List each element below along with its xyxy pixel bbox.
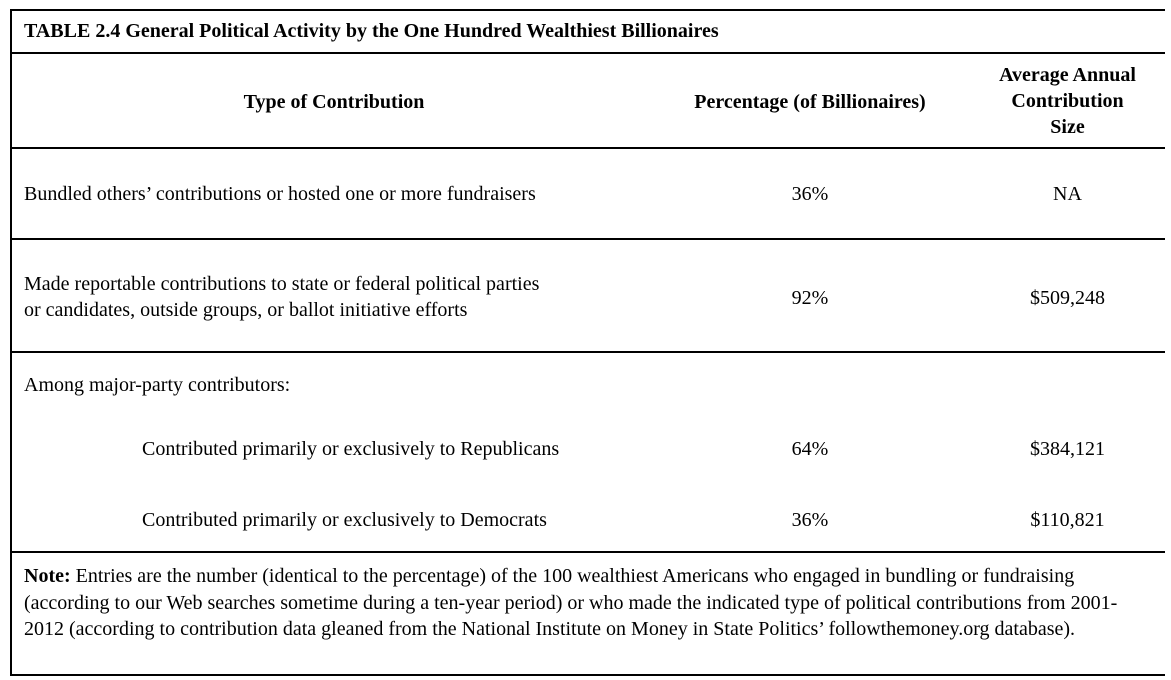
row-reportable-average: $509,248 bbox=[1030, 287, 1105, 309]
note-label: Note: bbox=[24, 565, 71, 587]
row-reportable-type-line1: Made reportable contributions to state o… bbox=[24, 273, 540, 295]
table-frame bbox=[10, 9, 1165, 676]
row-bundled-percentage: 36% bbox=[791, 183, 829, 205]
header-percentage: Percentage (of Billionaires) bbox=[694, 91, 926, 113]
row-republicans-percentage: 64% bbox=[791, 438, 829, 460]
note-divider bbox=[10, 551, 1165, 553]
row-democrats-type: Contributed primarily or exclusively to … bbox=[142, 509, 547, 531]
header-average-line1: Average Annual bbox=[999, 64, 1136, 86]
row-bundled-type: Bundled others’ contributions or hosted … bbox=[24, 183, 536, 205]
note-text: Entries are the number (identical to the… bbox=[24, 565, 1118, 640]
caption-divider bbox=[10, 52, 1165, 54]
header-average: Average Annual Contribution Size bbox=[975, 62, 1160, 140]
row-democrats-percentage: 36% bbox=[791, 509, 829, 531]
table-note: Note: Entries are the number (identical … bbox=[24, 563, 1154, 643]
row-bundled-average: NA bbox=[1053, 183, 1082, 205]
row-democrats-average: $110,821 bbox=[1030, 509, 1105, 531]
table-caption: TABLE 2.4 General Political Activity by … bbox=[24, 20, 719, 42]
header-average-line3: Size bbox=[1050, 116, 1085, 138]
row-reportable-type-line2: or candidates, outside groups, or ballot… bbox=[24, 299, 468, 321]
row-major-party-label: Among major-party contributors: bbox=[24, 374, 291, 396]
row-reportable-type: Made reportable contributions to state o… bbox=[24, 271, 644, 323]
row-divider bbox=[10, 351, 1165, 353]
row-republicans-average: $384,121 bbox=[1030, 438, 1105, 460]
header-average-line2: Contribution bbox=[1011, 90, 1124, 112]
header-divider bbox=[10, 147, 1165, 149]
row-republicans-type: Contributed primarily or exclusively to … bbox=[142, 438, 560, 460]
row-divider bbox=[10, 238, 1165, 240]
header-type: Type of Contribution bbox=[243, 91, 425, 113]
row-reportable-percentage: 92% bbox=[791, 287, 829, 309]
